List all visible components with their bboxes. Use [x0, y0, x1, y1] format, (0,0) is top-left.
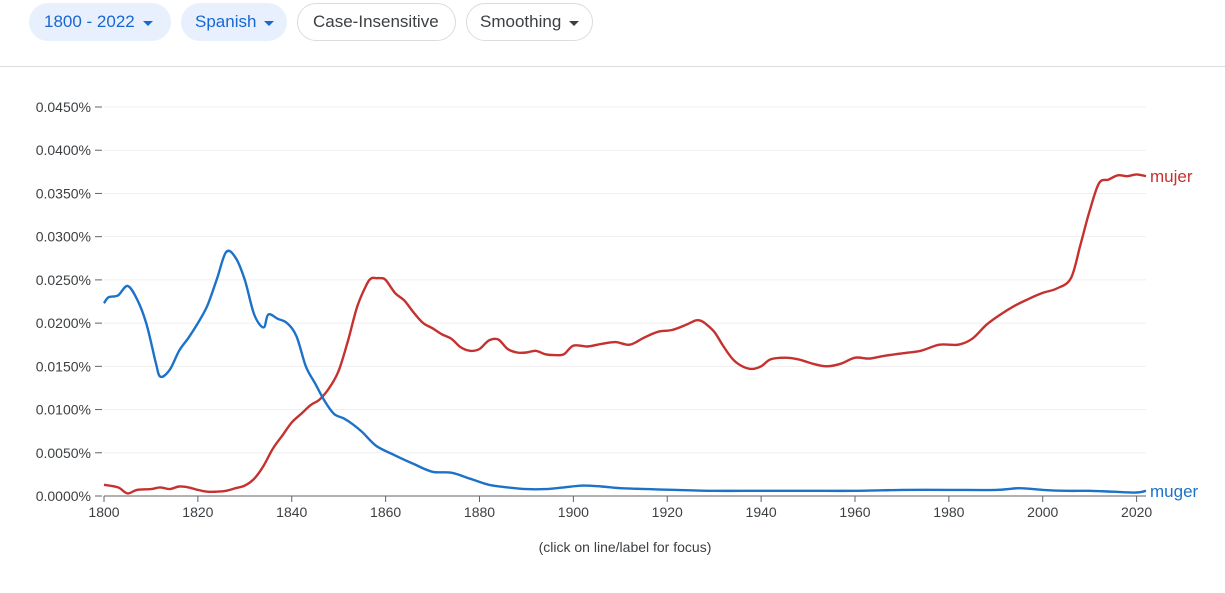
smoothing-dropdown[interactable]: Smoothing: [466, 3, 593, 41]
chevron-down-icon: [264, 20, 275, 26]
y-tick-label: 0.0200%: [36, 315, 91, 331]
x-tick-label: 1920: [652, 504, 683, 520]
y-tick-label: 0.0350%: [36, 185, 91, 201]
chevron-down-icon: [569, 20, 580, 26]
series-line-mujer[interactable]: [103, 173, 1147, 495]
x-tick-label: 1800: [88, 504, 119, 520]
focus-hint: (click on line/label for focus): [538, 539, 712, 555]
year-range-label: 1800 - 2022: [44, 12, 135, 31]
case-insensitive-toggle[interactable]: Case-Insensitive: [297, 3, 456, 41]
language-dropdown[interactable]: Spanish: [181, 3, 287, 41]
case-insensitive-label: Case-Insensitive: [313, 12, 439, 31]
x-axis: 1800 1820 1840 1860 1880 1900 1920 1940 1960 1980…: [88, 495, 1152, 520]
chart-gridlines: [104, 106, 1146, 454]
x-tick-label: 1820: [182, 504, 213, 520]
series-label-muger[interactable]: muger: [1150, 482, 1199, 501]
y-tick-label: 0.0250%: [36, 272, 91, 288]
series-line-muger[interactable]: [103, 249, 1147, 494]
y-tick-label: 0.0050%: [36, 445, 91, 461]
x-tick-label: 2020: [1121, 504, 1152, 520]
y-tick-label: 0.0150%: [36, 358, 91, 374]
language-label: Spanish: [195, 12, 257, 31]
year-range-dropdown[interactable]: 1800 - 2022: [29, 3, 171, 41]
query-toolbar: 1800 - 2022 Spanish Case-Insensitive Smo…: [0, 0, 1225, 67]
series-labels: mujer muger: [1150, 167, 1199, 501]
x-tick-label: 1860: [370, 504, 401, 520]
y-axis: 0.0000% 0.0050% 0.0100% 0.0150% 0.0200% 0.025…: [36, 99, 102, 504]
chart-lines: [103, 173, 1147, 495]
y-tick-label: 0.0400%: [36, 142, 91, 158]
x-tick-label: 1960: [839, 504, 870, 520]
x-tick-label: 1880: [464, 504, 495, 520]
x-tick-label: 1980: [933, 504, 964, 520]
y-tick-label: 0.0000%: [36, 488, 91, 504]
x-tick-label: 2000: [1027, 504, 1058, 520]
series-label-mujer[interactable]: mujer: [1150, 167, 1193, 186]
smoothing-label: Smoothing: [480, 12, 562, 31]
ngram-chart: 0.0000% 0.0050% 0.0100% 0.0150% 0.0200% 0.025…: [36, 99, 1199, 520]
y-tick-label: 0.0300%: [36, 229, 91, 245]
y-tick-label: 0.0450%: [36, 99, 91, 115]
chevron-down-icon: [142, 20, 153, 26]
x-tick-label: 1900: [558, 504, 589, 520]
y-tick-label: 0.0100%: [36, 402, 91, 418]
x-tick-label: 1940: [746, 504, 777, 520]
x-tick-label: 1840: [276, 504, 307, 520]
